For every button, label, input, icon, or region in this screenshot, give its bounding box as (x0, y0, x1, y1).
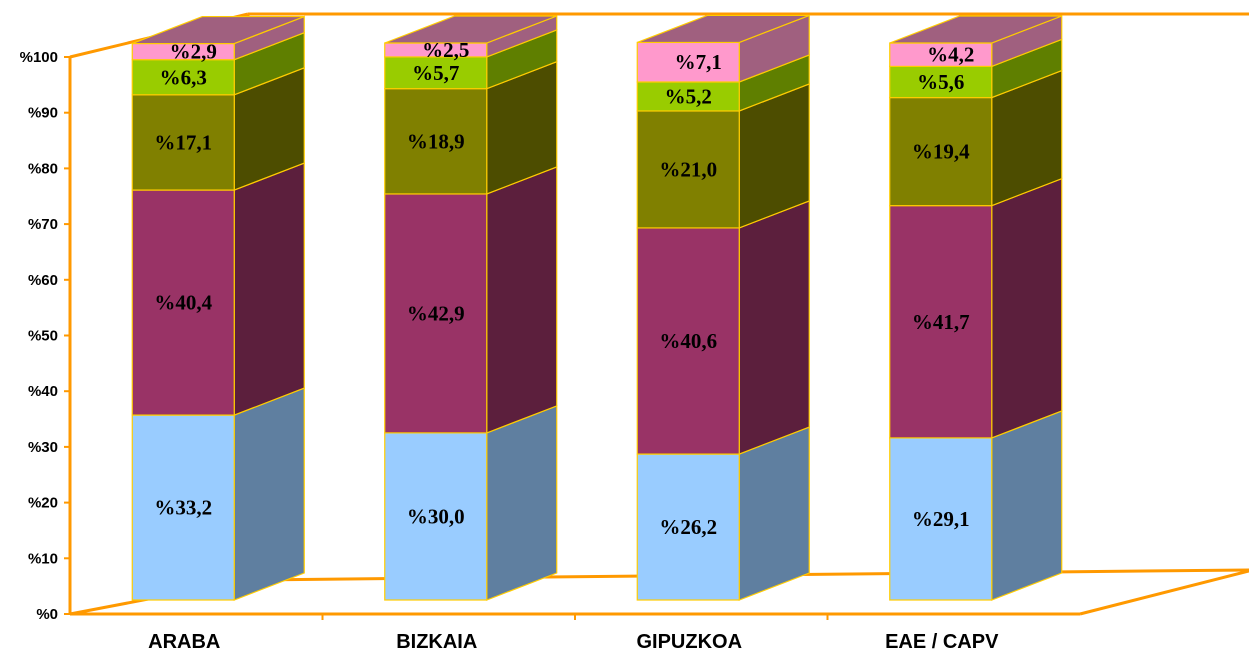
bar-front-face (889, 96, 993, 207)
bar-segment (131, 162, 305, 416)
bar-front-face (889, 437, 993, 601)
data-label: %21,0 (659, 157, 717, 181)
y-tick-label: %30 (28, 439, 58, 456)
y-tick-label: %100 (20, 49, 58, 66)
bar-front-face (384, 56, 488, 90)
bar-front-face (384, 88, 488, 195)
y-tick-label: %70 (28, 216, 58, 233)
bar-segment (889, 69, 1063, 207)
bar-side-face (991, 177, 1063, 439)
chart-data-labels: %33,2 %40,4 %17,1 %6,3%2,9 %30,0 %42,9 %18,9 %5… (154, 38, 974, 539)
data-label: %7,1 (675, 50, 722, 74)
bar-side-face (486, 405, 558, 601)
data-label: %2,9 (170, 40, 217, 64)
x-tick-label: EAE / CAPV (885, 631, 999, 653)
y-tick-label: %0 (36, 606, 58, 623)
data-label: %42,9 (407, 301, 465, 325)
data-label: %17,1 (154, 130, 212, 154)
bar-side-face (738, 426, 810, 601)
data-label: %5,7 (412, 61, 459, 85)
bar-segment (889, 177, 1063, 439)
y-tick-label: %20 (28, 495, 58, 512)
bar-front-face (889, 65, 993, 99)
y-tick-label: %40 (28, 383, 58, 400)
bar-side-face (991, 410, 1063, 601)
bar-segment (889, 38, 1063, 99)
bar-segment (384, 405, 558, 601)
bar-front-face (384, 432, 488, 601)
bar-top-face (637, 14, 810, 44)
bar-front-face (131, 414, 235, 601)
data-label: %5,2 (665, 84, 712, 108)
bar-segment (889, 410, 1063, 601)
floor-right-edge (1079, 569, 1249, 616)
bar-segment (131, 15, 305, 61)
data-label: %26,2 (659, 515, 717, 539)
y-tick-label: %10 (28, 550, 58, 567)
bar-segment (636, 83, 810, 229)
bar-front-face (131, 94, 235, 191)
bar-front-face (636, 110, 740, 229)
bar-front-face (889, 205, 993, 439)
bar-front-face (131, 59, 235, 96)
data-label: %19,4 (912, 140, 970, 164)
bar-segment (636, 14, 810, 83)
data-label: %41,7 (912, 310, 970, 334)
data-label: %29,1 (912, 507, 970, 531)
y-tick-label: %50 (28, 328, 58, 345)
data-label: %40,4 (154, 291, 212, 315)
x-tick-label: BIZKAIA (396, 631, 477, 653)
data-label: %5,6 (917, 70, 964, 94)
chart-bars (131, 14, 1063, 601)
bar-top-face (384, 15, 557, 44)
y-tick-label: %90 (28, 105, 58, 122)
y-tick-label: %60 (28, 272, 58, 289)
bar-top-face (132, 15, 305, 45)
data-label: %40,6 (659, 329, 717, 353)
bar-segment (384, 15, 558, 58)
bar-segment (384, 166, 558, 434)
bar-front-face (636, 41, 740, 83)
data-label: %18,9 (407, 129, 465, 153)
data-label: %30,0 (407, 504, 465, 528)
x-tick-label: ARABA (148, 631, 220, 653)
data-label: %33,2 (154, 496, 212, 520)
bar-segment (636, 426, 810, 601)
bar-segment (131, 66, 305, 191)
bar-segment (384, 29, 558, 90)
bar-side-face (233, 162, 305, 416)
bar-top-face (889, 15, 1062, 44)
bar-segment (384, 60, 558, 195)
bar-side-face (486, 166, 558, 434)
bar-segment (889, 15, 1063, 68)
data-label: %6,3 (160, 65, 207, 89)
bar-side-face (738, 200, 810, 455)
x-tick-label: GIPUZKOA (636, 631, 742, 653)
data-label: %2,5 (422, 38, 469, 62)
bar-segment (131, 31, 305, 96)
bar-side-face (233, 387, 305, 601)
bar-front-face (636, 453, 740, 601)
bar-segment (131, 387, 305, 601)
bar-front-face (131, 189, 235, 416)
data-label: %4,2 (927, 43, 974, 67)
y-tick-label: %80 (28, 160, 58, 177)
bar-segment (636, 200, 810, 455)
